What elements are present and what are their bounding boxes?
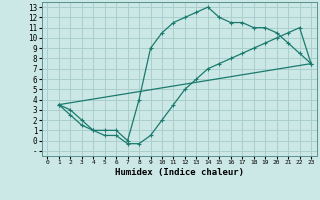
- X-axis label: Humidex (Indice chaleur): Humidex (Indice chaleur): [115, 168, 244, 177]
